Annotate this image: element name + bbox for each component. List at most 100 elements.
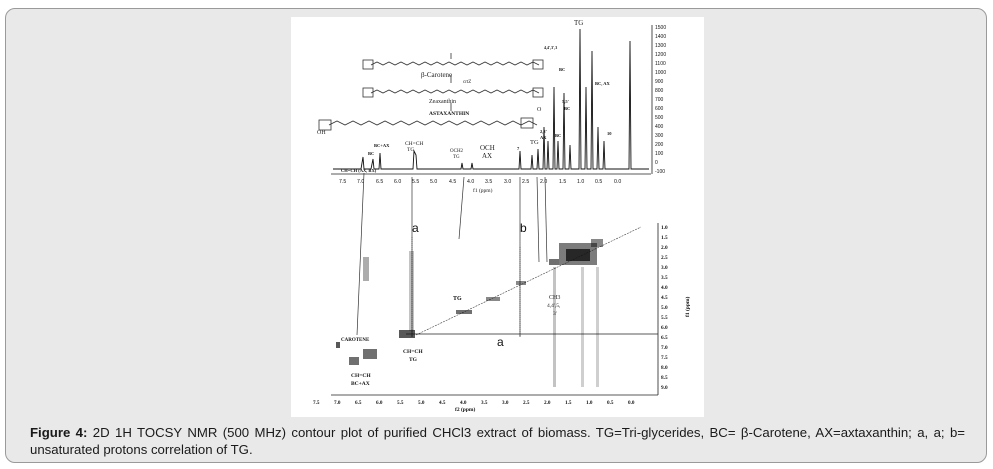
x1-tick-0: 7.5 <box>339 179 346 185</box>
x2-tick-11: 2.0 <box>544 400 551 406</box>
peak-och: OCH <box>480 144 495 152</box>
label-ch3: CH3 <box>549 295 560 301</box>
label-oh: OH <box>317 130 326 136</box>
x2-tick-1: 7.0 <box>334 400 341 406</box>
y1-tick-9: 600 <box>655 106 664 112</box>
x1-tick-10: 2.5 <box>522 179 529 185</box>
y2-tick-11: 6.5 <box>661 335 668 341</box>
x1-tick-1: 7.0 <box>357 179 364 185</box>
peak-55: 5,5' <box>562 99 569 104</box>
x2-tick-8: 3.5 <box>481 400 488 406</box>
cross-peaks <box>336 239 603 387</box>
x1-tick-8: 3.5 <box>485 179 492 185</box>
spectrum-1d-peak-labels: BC+AX BC CH=CH TG OCH2 TG OCH AX TG TG 4… <box>341 19 612 173</box>
peak-bc-small: BC <box>368 151 374 156</box>
label-b-top: b <box>520 221 527 235</box>
y2-tick-13: 7.5 <box>661 355 668 361</box>
y2-tick-6: 4.0 <box>661 285 668 291</box>
tocsy-x-ticks: 7.5 7.0 6.5 6.0 5.5 5.0 4.5 4.0 3.5 3.0 … <box>313 400 635 406</box>
y2-tick-14: 8.0 <box>661 365 668 371</box>
peak-bcax: BC+AX <box>374 143 390 148</box>
y1-tick-7: 800 <box>655 88 664 94</box>
y1-tick-4: 1100 <box>655 61 666 67</box>
y1-tick-13: 200 <box>655 142 664 148</box>
peak-tg2: TG <box>453 155 460 160</box>
label-beta-carotene: β-Carotene <box>421 71 452 79</box>
x1-tick-15: 0.0 <box>614 179 621 185</box>
y2-tick-3: 2.5 <box>661 255 668 261</box>
y2-tick-5: 3.5 <box>661 275 668 281</box>
x2-tick-4: 5.5 <box>397 400 404 406</box>
peak-22: 2,2' <box>540 129 547 134</box>
chemical-structures <box>318 53 544 131</box>
nmr-figure: β-Carotene crtZ Zeaxanthin ASTAXANTHIN O… <box>291 17 704 417</box>
x1-tick-4: 5.5 <box>412 179 419 185</box>
x2-tick-3: 6.0 <box>376 400 383 406</box>
y1-tick-11: 400 <box>655 124 664 130</box>
y1-tick-2: 1300 <box>655 43 666 49</box>
tocsy-labels: a b a TG CH3 4,4',5, 3' CAROTENE CH=CH T… <box>341 221 561 387</box>
x1-tick-3: 6.0 <box>394 179 401 185</box>
label-tg: TG <box>453 296 462 302</box>
peak-bc1: BC <box>559 67 565 72</box>
peak-bcax2: BC, AX <box>595 81 611 86</box>
peak-44: 4,4',3',3 <box>544 45 557 50</box>
label-zeaxanthin: Zeaxanthin <box>429 99 456 105</box>
tocsy-diagonal <box>415 226 642 336</box>
y1-tick-8: 700 <box>655 97 664 103</box>
y2-tick-16: 9.0 <box>661 385 668 391</box>
x1-tick-11: 2.0 <box>540 179 547 185</box>
figure-caption: Figure 4: 2D 1H TOCSY NMR (500 MHz) cont… <box>30 424 965 458</box>
x2-tick-10: 2.5 <box>523 400 530 406</box>
x2-tick-2: 6.5 <box>355 400 362 406</box>
x2-tick-14: 0.5 <box>607 400 614 406</box>
y1-tick-5: 1000 <box>655 70 666 76</box>
x2-tick-13: 1.0 <box>586 400 593 406</box>
label-a-mid: a <box>497 335 504 349</box>
y2-tick-7: 4.5 <box>661 295 668 301</box>
y1-tick-15: 0 <box>655 160 658 166</box>
y1-tick-12: 300 <box>655 133 664 139</box>
x1-axis-label: f1 (ppm) <box>473 187 493 194</box>
label-bcax: BC+AX <box>351 381 370 387</box>
x2-axis-label: f2 (ppm) <box>455 406 475 413</box>
x2-tick-12: 1.5 <box>565 400 572 406</box>
x1-tick-13: 1.0 <box>577 179 584 185</box>
y1-tick-1: 1400 <box>655 34 666 40</box>
x1-tick-5: 5.0 <box>430 179 437 185</box>
peak-och2: OCH2 <box>450 149 464 154</box>
x2-tick-6: 4.5 <box>439 400 446 406</box>
y2-tick-0: 1.0 <box>661 225 668 231</box>
label-o: O <box>537 107 542 113</box>
x2-tick-7: 4.0 <box>460 400 467 406</box>
spectrum-1d: 7.5 7.0 6.5 6.0 5.5 5.0 4.5 4.0 3.5 3.0 … <box>331 19 666 194</box>
y1-tick-16: -100 <box>655 169 665 175</box>
x1-tick-6: 4.5 <box>449 179 456 185</box>
y2-tick-1: 1.5 <box>661 235 668 241</box>
x2-tick-9: 3.0 <box>502 400 509 406</box>
caption-label: Figure 4: <box>30 425 88 440</box>
peak-chch: CH=CH <box>405 141 423 147</box>
spectrum-1d-trace <box>333 28 649 170</box>
label-tg-low: TG <box>409 357 418 363</box>
y1-tick-10: 500 <box>655 115 664 121</box>
y2-tick-4: 3.0 <box>661 265 668 271</box>
y2-tick-12: 7.0 <box>661 345 668 351</box>
nmr-svg: β-Carotene crtZ Zeaxanthin ASTAXANTHIN O… <box>313 19 691 413</box>
y2-tick-9: 5.5 <box>661 315 668 321</box>
x2-tick-5: 5.0 <box>418 400 425 406</box>
connector-lines <box>356 172 548 337</box>
y2-axis-label: f1 (ppm) <box>684 297 691 317</box>
label-a-top: a <box>412 221 419 235</box>
y1-tick-3: 1200 <box>655 52 666 58</box>
x1-tick-12: 1.5 <box>559 179 566 185</box>
y2-tick-10: 6.0 <box>661 325 668 331</box>
y2-tick-15: 8.5 <box>661 375 668 381</box>
label-astaxanthin: ASTAXANTHIN <box>429 111 469 117</box>
x1-tick-7: 4.0 <box>467 179 474 185</box>
peak-ax: AX <box>482 152 492 160</box>
label-chch-bc: CH=CH <box>351 373 371 379</box>
label-carotene: CAROTENE <box>341 338 370 343</box>
peak-chch-axbx: CH=CH (AX, BX) <box>341 168 377 173</box>
y1-tick-6: 900 <box>655 79 664 85</box>
